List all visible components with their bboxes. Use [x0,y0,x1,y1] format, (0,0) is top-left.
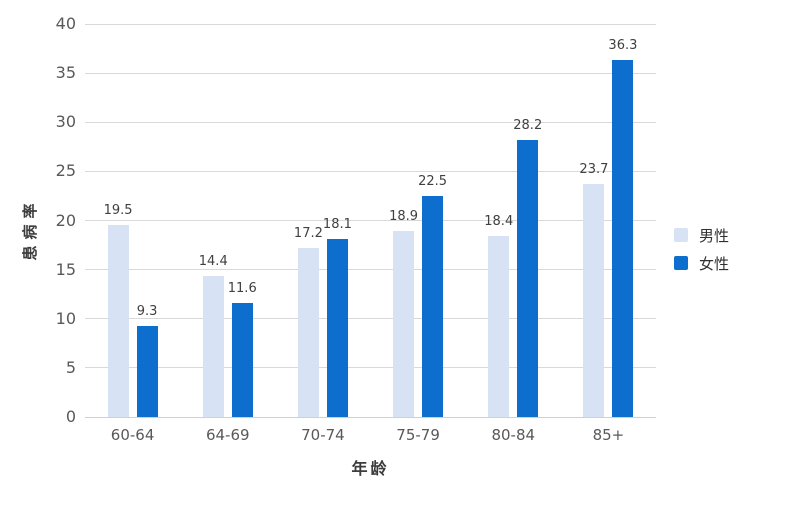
gridline [85,269,656,271]
gridline [85,367,656,369]
gridline [85,72,656,74]
y-tick-label: 35 [55,63,76,83]
y-tick-label: 30 [55,112,76,132]
y-tick-label: 25 [55,161,76,181]
legend-item-male: 男性 [674,224,729,246]
bar-value-label: 14.4 [198,253,228,269]
bar-value-label: 23.7 [579,162,609,178]
legend-label-female: 女性 [699,254,730,273]
legend-swatch-male [674,228,688,242]
gridline [85,23,656,25]
y-tick-label: 5 [65,357,76,377]
bar-female [231,303,253,417]
bar-value-label: 36.3 [608,38,638,54]
bar-value-label: 11.6 [227,281,257,297]
x-axis-title: 年龄 [351,459,390,478]
bar-value-label: 17.2 [293,226,323,241]
bar-male [107,225,129,417]
x-category-label: 75-79 [396,426,440,444]
bar-female [422,195,444,417]
bar-value-label: 18.1 [322,217,352,233]
y-tick-label: 20 [55,210,76,230]
bar-value-label: 18.4 [484,214,514,230]
bar-value-label: 22.5 [418,173,448,189]
bar-male [488,236,510,417]
x-category-label: 60-64 [110,426,155,444]
x-axis-baseline [85,416,656,418]
y-tick-label: 15 [55,259,76,279]
bar-value-label: 19.5 [103,203,133,219]
x-category-label: 85+ [592,426,625,444]
bar-male [583,184,605,417]
legend: 男性 女性 [674,224,729,280]
y-tick-label: 40 [55,14,76,33]
bar-value-label: 18.9 [389,209,419,225]
y-tick-label: 0 [65,407,76,426]
legend-label-male: 男性 [699,226,730,245]
bar-male [202,275,224,417]
gridline [85,220,656,221]
bar-female [517,139,539,417]
gridline [85,121,656,123]
bar-female [326,239,348,417]
bar-value-label: 9.3 [136,303,158,319]
bar-value-label: 28.2 [513,117,543,133]
bar-male [393,231,415,417]
bar-female [136,325,158,417]
bar-male [297,248,319,417]
x-category-label: 70-74 [301,426,345,444]
y-tick-label: 10 [55,308,76,328]
gridline [85,318,656,320]
legend-item-female: 女性 [674,252,729,274]
x-category-label: 80-84 [491,426,536,444]
bar-female [612,60,634,417]
legend-swatch-female [674,256,688,270]
x-category-label: 64-69 [205,426,250,444]
gridline [85,170,656,172]
